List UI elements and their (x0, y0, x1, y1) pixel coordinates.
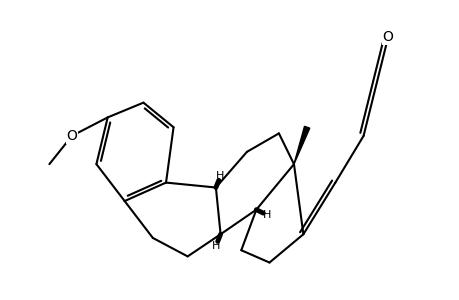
Text: H: H (216, 171, 224, 181)
Polygon shape (293, 126, 309, 164)
Text: O: O (382, 31, 392, 44)
Text: O: O (67, 129, 77, 143)
Text: H: H (263, 210, 271, 220)
Text: H: H (211, 241, 220, 251)
